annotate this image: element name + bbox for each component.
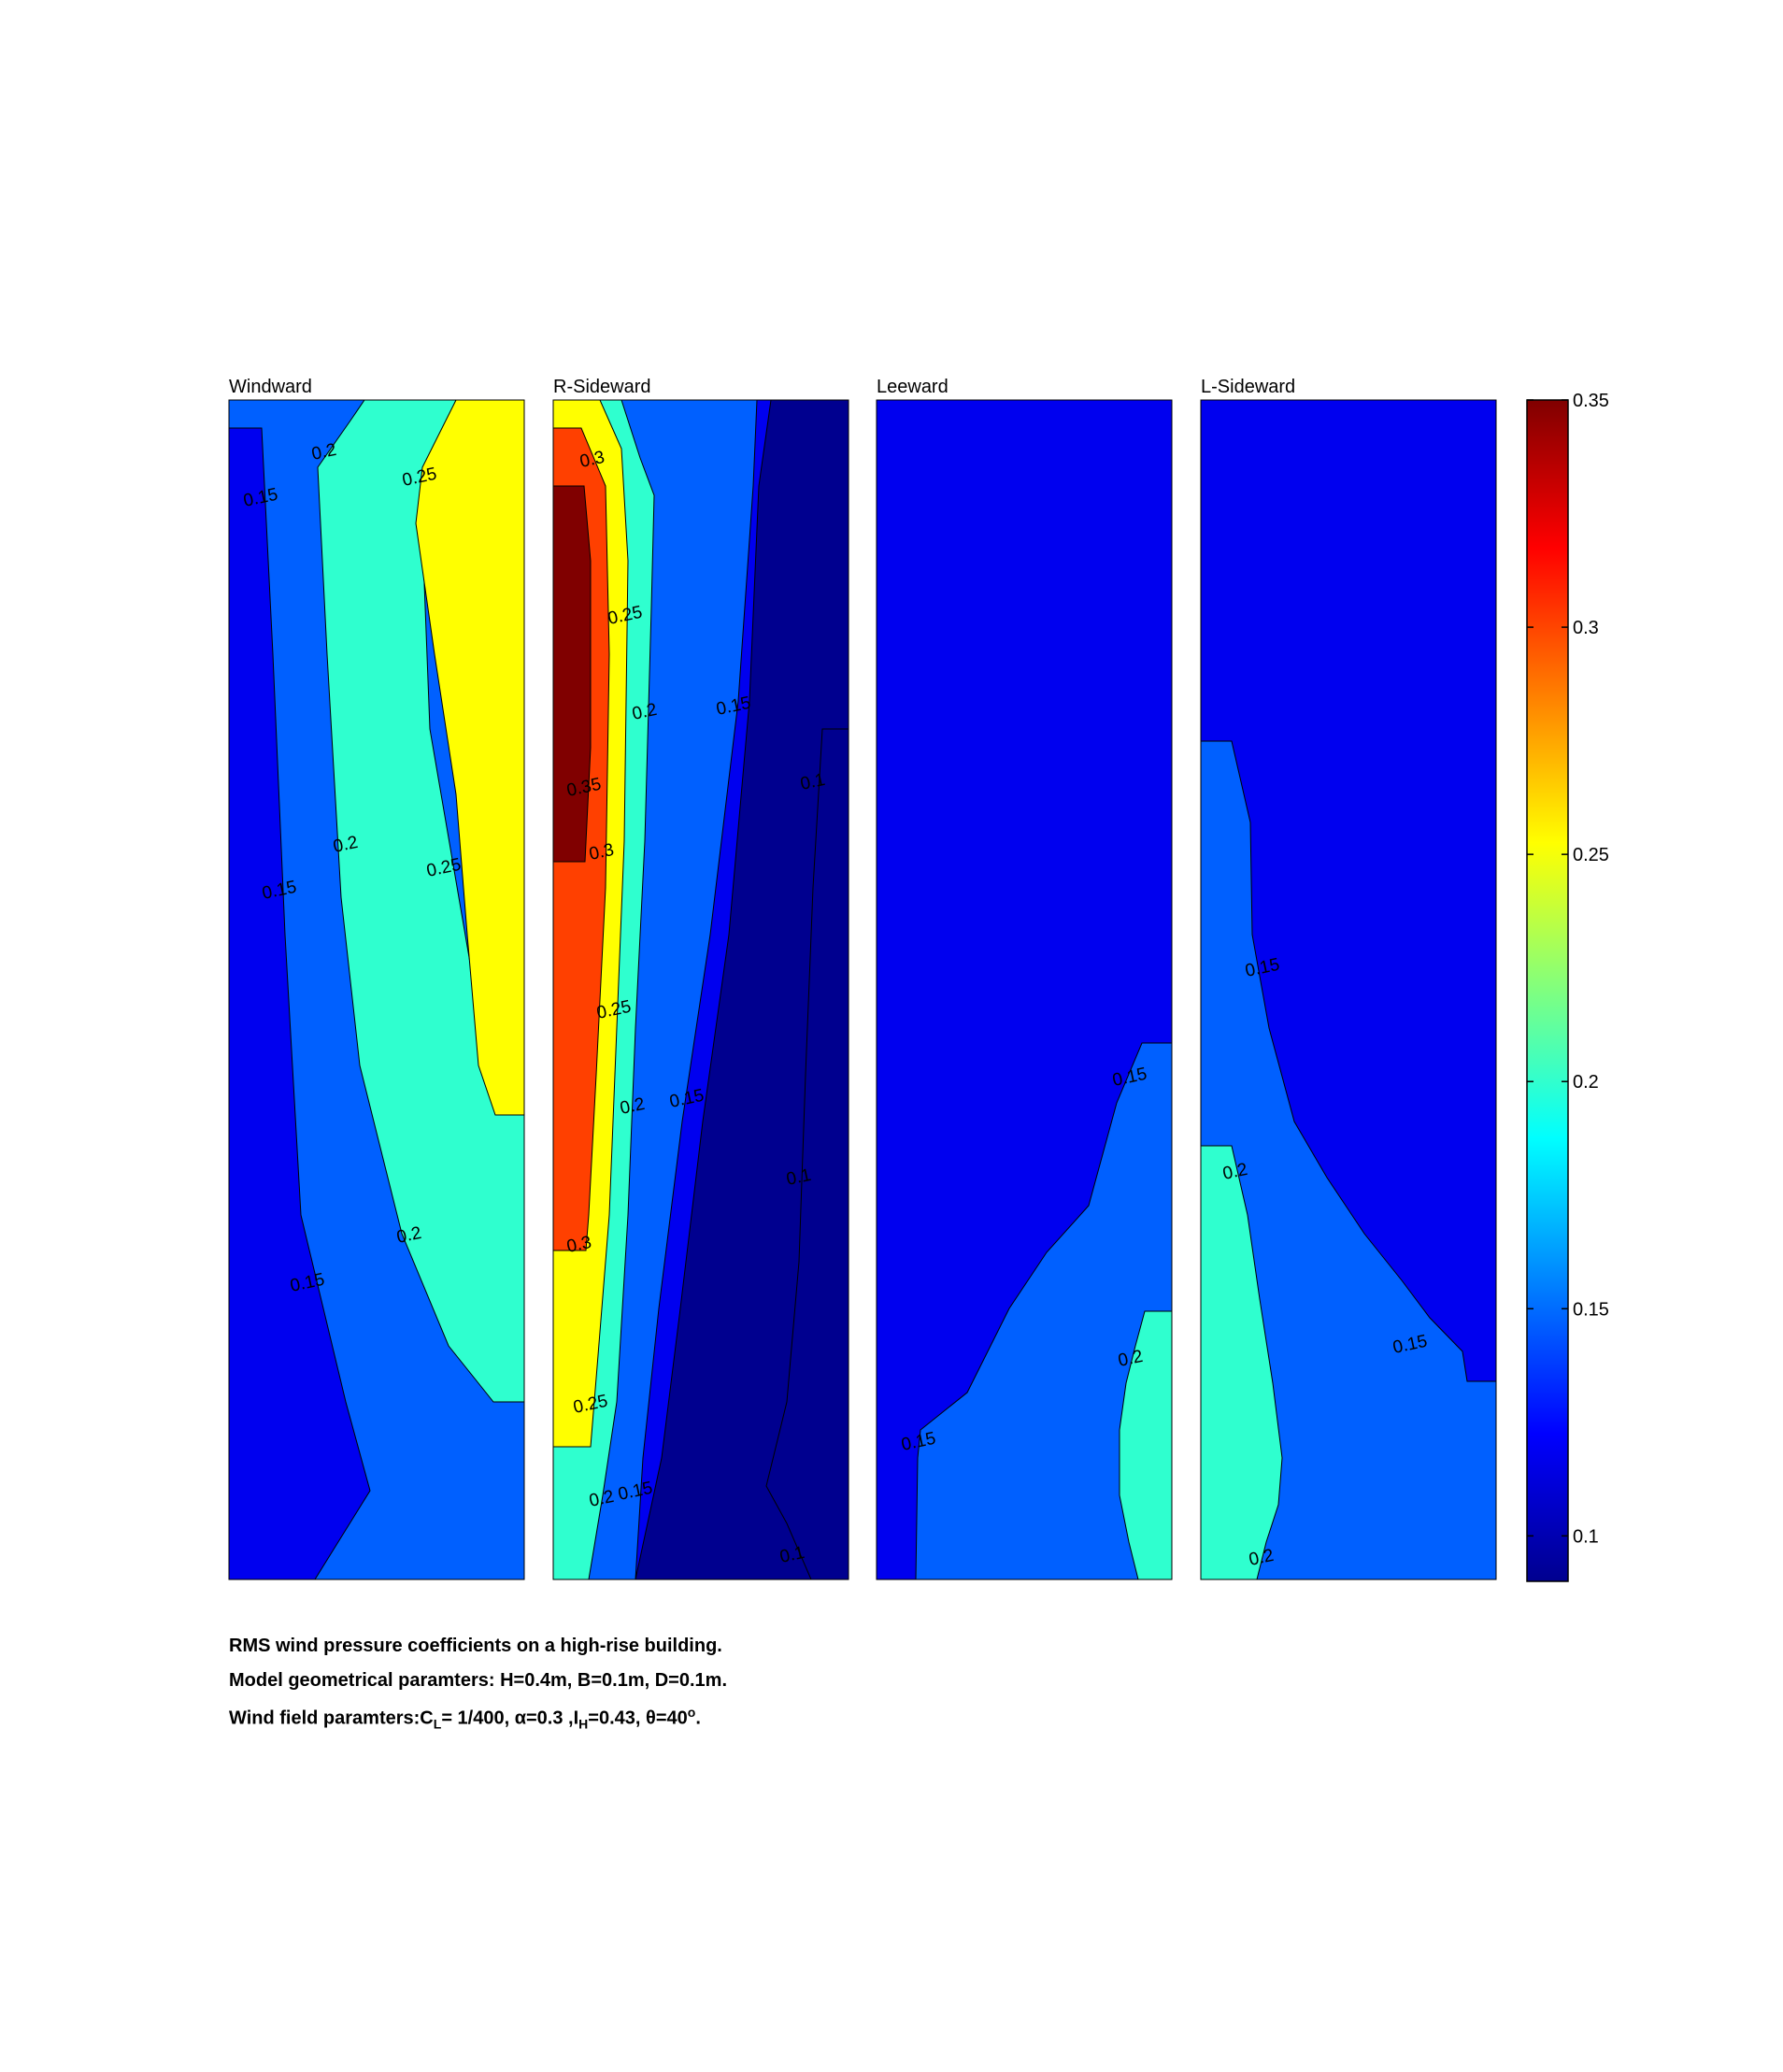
panel-title-leeward: Leeward bbox=[877, 377, 949, 397]
caption-line-3-sub-l: L bbox=[433, 1716, 442, 1732]
region-level-015 bbox=[1200, 740, 1497, 1580]
caption-line-3-end: . bbox=[695, 1708, 701, 1729]
caption-line-2: Model geometrical paramters: H=0.4m, B=0… bbox=[229, 1670, 727, 1691]
region-level-max bbox=[552, 485, 592, 863]
colorbar-tick-label: 0.35 bbox=[1573, 391, 1609, 411]
region-level-020 bbox=[1119, 1310, 1173, 1580]
panel-title-windward: Windward bbox=[229, 377, 312, 397]
region-level-020 bbox=[317, 399, 525, 1403]
colorbar-ticks: 0.35 0.3 0.25 0.2 0.15 0.1 bbox=[1527, 391, 1609, 1547]
colorbar-gradient bbox=[1526, 399, 1569, 1582]
panel-title-r-sideward: R-Sideward bbox=[553, 377, 650, 397]
panel-windward: 0.2 0.25 0.15 0.2 0.25 0.15 0.2 0.15 bbox=[228, 399, 525, 1580]
panel-title-l-sideward: L-Sideward bbox=[1201, 377, 1295, 397]
colorbar-tick-label: 0.3 bbox=[1573, 618, 1599, 638]
panel-leeward: 0.15 0.2 0.15 bbox=[876, 399, 1173, 1580]
colorbar-tick-label: 0.25 bbox=[1573, 845, 1609, 865]
colorbar-tick-label: 0.2 bbox=[1573, 1072, 1599, 1093]
caption-line-3-sub-h: H bbox=[578, 1716, 589, 1732]
region-level-010 bbox=[228, 427, 371, 1580]
caption-line-3: Wind field paramters:CL= 1/400, α=0.3 ,I… bbox=[229, 1705, 701, 1732]
panel-l-sideward: 0.15 0.2 0.15 0.2 bbox=[1200, 399, 1497, 1580]
caption-line-3-sup-o: o bbox=[687, 1705, 696, 1720]
region-level-020 bbox=[1200, 1145, 1283, 1580]
caption-line-3-mid-1: = 1/400, α=0.3 ,I bbox=[441, 1708, 579, 1729]
region-level-010 bbox=[765, 728, 849, 1580]
colorbar-tick-label: 0.15 bbox=[1573, 1299, 1609, 1320]
colorbar-tick-label: 0.1 bbox=[1573, 1526, 1599, 1547]
caption-line-3-prefix: Wind field paramters:C bbox=[229, 1708, 434, 1729]
region-level-015 bbox=[915, 1042, 1173, 1580]
colorbar: 0.35 0.3 0.25 0.2 0.15 0.1 bbox=[1526, 391, 1609, 1582]
caption-line-3-mid-2: =0.43, θ=40 bbox=[588, 1708, 688, 1729]
region-level-025 bbox=[415, 399, 525, 1116]
panel-r-sideward: 0.3 0.25 0.2 0.15 0.1 0.35 0.3 0.25 0.2 … bbox=[552, 399, 849, 1580]
caption-line-1: RMS wind pressure coefficients on a high… bbox=[229, 1636, 722, 1656]
